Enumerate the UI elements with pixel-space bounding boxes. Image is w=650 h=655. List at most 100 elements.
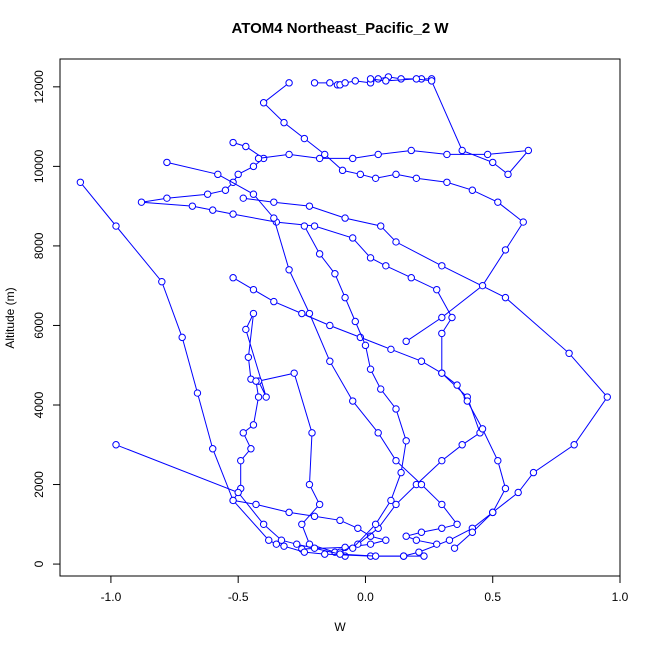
data-point [277, 536, 286, 544]
data-point [463, 397, 471, 405]
data-point [412, 536, 421, 544]
data-point [392, 170, 400, 179]
data-point [443, 150, 451, 159]
data-point [193, 389, 202, 397]
data-point [272, 540, 281, 548]
data-point [285, 266, 293, 274]
data-point [412, 75, 421, 83]
data-point [438, 500, 446, 509]
data-point [270, 198, 278, 206]
data-point [209, 206, 217, 214]
data-point [407, 274, 415, 282]
data-point [254, 154, 263, 163]
data-point [242, 325, 250, 334]
data-point [341, 214, 349, 222]
x-tick-label: 1.0 [612, 590, 629, 604]
series-line [115, 197, 608, 557]
data-point [412, 174, 421, 183]
data-point [229, 210, 237, 218]
data-point [259, 520, 268, 528]
data-point [458, 441, 466, 449]
data-point [524, 146, 533, 155]
series-5 [259, 79, 527, 346]
data-point [417, 480, 426, 489]
series-line [258, 78, 530, 175]
data-point [315, 500, 324, 509]
data-point [450, 544, 459, 552]
data-point [501, 293, 510, 302]
data-point [514, 488, 522, 497]
data-point [249, 309, 258, 318]
data-point [417, 528, 426, 536]
series-line [262, 82, 524, 342]
data-point [254, 393, 263, 401]
data-point [501, 246, 510, 254]
data-point [438, 456, 446, 465]
series-1 [229, 309, 390, 560]
data-point [438, 524, 446, 532]
data-point [221, 186, 230, 194]
data-point [519, 218, 527, 226]
data-point [445, 536, 454, 544]
data-point [293, 540, 301, 548]
series-4 [112, 194, 611, 560]
data-point [305, 480, 314, 489]
data-point [374, 150, 382, 159]
data-point [285, 150, 293, 159]
data-point [280, 542, 288, 550]
series-8 [163, 158, 461, 548]
data-point [438, 329, 446, 338]
data-point [382, 77, 390, 85]
y-tick-label: 4000 [32, 391, 46, 418]
data-point [326, 357, 334, 365]
data-point [453, 381, 461, 389]
data-point [158, 278, 166, 286]
data-point [374, 75, 382, 83]
data-point [336, 550, 344, 558]
data-point [399, 552, 408, 560]
data-point [427, 77, 436, 85]
data-point [310, 79, 319, 87]
x-tick-label: 0.5 [484, 590, 501, 604]
data-point [214, 170, 222, 179]
data-point [361, 341, 370, 350]
data-point [300, 134, 309, 143]
data-point [483, 150, 492, 159]
data-point [112, 222, 120, 230]
data-point [478, 281, 487, 290]
data-point [468, 528, 477, 536]
y-tick-label: 2000 [32, 471, 46, 498]
data-point [310, 512, 319, 521]
data-point [163, 194, 171, 202]
data-point [382, 262, 390, 270]
x-tick-label: -1.0 [101, 590, 122, 604]
data-point [371, 520, 380, 528]
data-point [298, 520, 306, 528]
data-point [504, 170, 512, 179]
data-point [494, 198, 502, 206]
data-point [300, 222, 309, 230]
data-point [494, 456, 502, 465]
data-point [433, 285, 441, 294]
data-point [341, 79, 349, 87]
data-point [603, 393, 611, 401]
data-point [259, 99, 268, 107]
data-point [300, 548, 309, 556]
data-point [468, 186, 477, 194]
data-point [290, 369, 298, 377]
data-point [178, 333, 186, 342]
data-point [529, 468, 538, 477]
data-point [336, 516, 344, 525]
data-point [402, 437, 410, 445]
data-point [326, 321, 334, 330]
data-point [351, 77, 359, 85]
data-point [76, 178, 85, 186]
chart-title: ATOM4 Northeast_Pacific_2 W [231, 20, 449, 37]
series-layer [76, 73, 611, 560]
data-point [478, 425, 487, 433]
data-point [252, 500, 260, 509]
y-tick-label: 12000 [32, 70, 46, 104]
data-point [438, 369, 446, 377]
